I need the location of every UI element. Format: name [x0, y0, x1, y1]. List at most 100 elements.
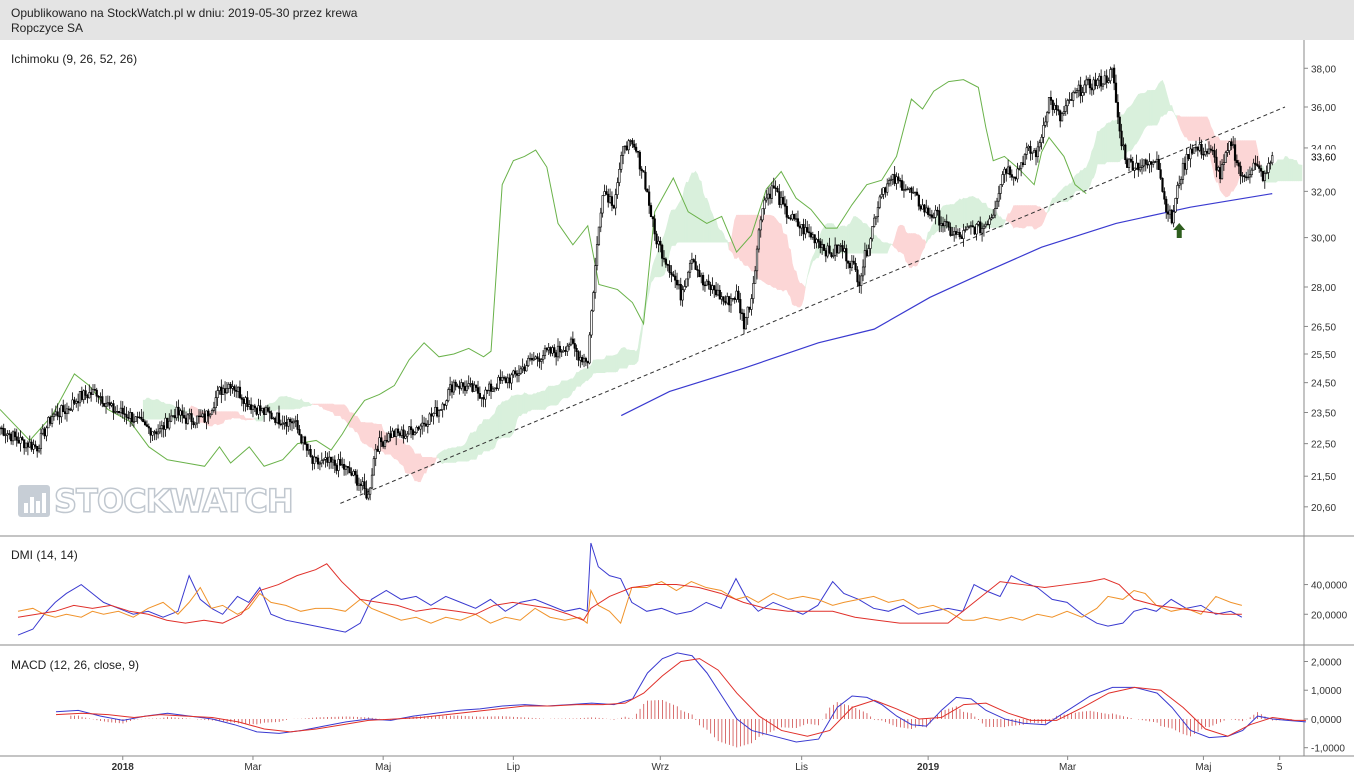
candle-body — [454, 381, 457, 387]
candle — [724, 295, 727, 306]
candle-body — [274, 417, 277, 423]
candle — [1064, 98, 1067, 116]
candle-body — [532, 358, 535, 361]
candle — [86, 393, 89, 404]
candle-body — [17, 440, 20, 444]
candle — [303, 435, 307, 446]
candle — [417, 425, 420, 431]
candle-body — [962, 230, 965, 239]
candle — [101, 389, 104, 408]
candle-body — [1139, 167, 1142, 171]
candle — [638, 150, 641, 176]
candle-body — [865, 250, 868, 257]
candle-body — [190, 413, 193, 422]
candle-body — [108, 402, 111, 406]
candle-body — [424, 423, 428, 427]
candle — [588, 332, 591, 365]
candle-body — [789, 217, 792, 220]
candle-body — [1237, 162, 1240, 167]
candle-body — [997, 193, 1000, 202]
candle-body — [739, 299, 742, 314]
candle — [690, 252, 694, 270]
candle — [763, 196, 766, 215]
candle — [1127, 157, 1131, 172]
candle-body — [1180, 179, 1183, 185]
candle — [852, 255, 855, 265]
candle — [1088, 74, 1092, 95]
candle-body — [815, 239, 818, 244]
candle-body — [121, 407, 124, 415]
candle — [568, 342, 571, 351]
candle — [601, 195, 604, 218]
candle — [545, 347, 548, 353]
candle-body — [1101, 83, 1105, 87]
candle-body — [1023, 154, 1026, 166]
candle — [1021, 155, 1025, 168]
candle — [897, 173, 900, 184]
candle-body — [127, 417, 130, 419]
candle-body — [153, 431, 156, 433]
candle-body — [117, 411, 121, 413]
candle — [869, 237, 872, 256]
candle-body — [164, 417, 167, 430]
candle — [610, 191, 614, 212]
candle — [726, 292, 729, 305]
candle-body — [473, 384, 476, 392]
candle-body — [1165, 198, 1168, 213]
candle-body — [220, 386, 223, 395]
candle — [1142, 159, 1145, 172]
price-chart[interactable]: 38,0036,0034,0032,0030,0028,0026,5025,50… — [0, 40, 1354, 774]
candle — [538, 352, 541, 369]
candle — [562, 346, 565, 353]
candle-body — [772, 185, 775, 189]
candle-body — [558, 345, 561, 353]
candle-body — [1148, 161, 1151, 166]
price-tick-label: 20,60 — [1311, 503, 1336, 514]
candle — [450, 380, 454, 399]
candle — [586, 360, 589, 369]
ichimoku-cloud — [142, 79, 1303, 483]
candle — [1087, 77, 1090, 86]
candle — [1185, 148, 1188, 175]
candle — [1096, 78, 1099, 90]
candle-body — [181, 410, 184, 416]
candle-body — [1181, 162, 1185, 180]
candle-body — [921, 204, 924, 210]
candle — [534, 355, 537, 360]
candle — [130, 412, 134, 426]
candle — [930, 209, 933, 222]
candle-body — [1016, 168, 1019, 180]
candle — [527, 355, 530, 367]
candle-body — [843, 248, 846, 252]
price-tick-label: 38,00 — [1311, 64, 1336, 75]
candle — [488, 381, 491, 396]
candle-body — [834, 244, 837, 256]
candle — [356, 469, 359, 491]
candle-body — [1010, 174, 1013, 178]
candle — [809, 226, 813, 240]
candle — [938, 204, 941, 233]
candle — [24, 442, 28, 452]
candle — [612, 204, 615, 210]
candle-body — [328, 456, 331, 463]
candle-body — [681, 289, 684, 301]
candle — [203, 408, 206, 424]
candle — [456, 383, 459, 388]
candle — [1120, 123, 1123, 151]
candle — [603, 184, 606, 197]
candle-body — [757, 229, 760, 250]
candle — [88, 384, 91, 399]
candle-body — [45, 427, 48, 437]
candle-body — [809, 232, 813, 238]
candle — [4, 428, 7, 444]
candle-body — [465, 385, 468, 391]
candle — [296, 413, 299, 434]
candle-body — [0, 427, 2, 430]
candle — [75, 398, 78, 408]
candle — [367, 488, 370, 501]
candle-body — [536, 356, 539, 359]
candle — [882, 187, 885, 200]
candle-body — [305, 443, 309, 451]
candle — [817, 230, 820, 249]
candle — [110, 401, 113, 408]
